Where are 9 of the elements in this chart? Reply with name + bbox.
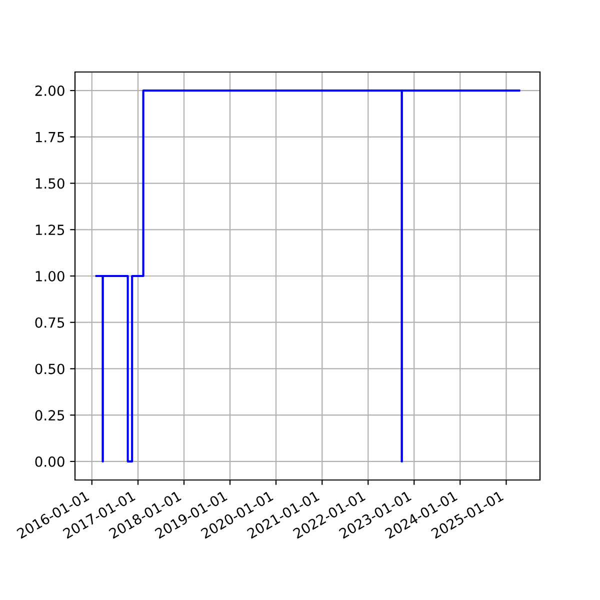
y-tick-label: 1.50: [36, 178, 64, 189]
y-tick-label: 0.00: [35, 456, 64, 467]
y-tick-label: 0.75: [35, 317, 64, 328]
y-tick-label: 1.75: [36, 132, 64, 142]
y-tick-label: 2.00: [35, 86, 64, 96]
y-tick-label: 0.25: [35, 410, 64, 421]
y-tick-label: 0.50: [35, 364, 64, 374]
y-tick-label: 1.00: [36, 270, 64, 282]
y-tick-label: 1.25: [36, 224, 64, 236]
